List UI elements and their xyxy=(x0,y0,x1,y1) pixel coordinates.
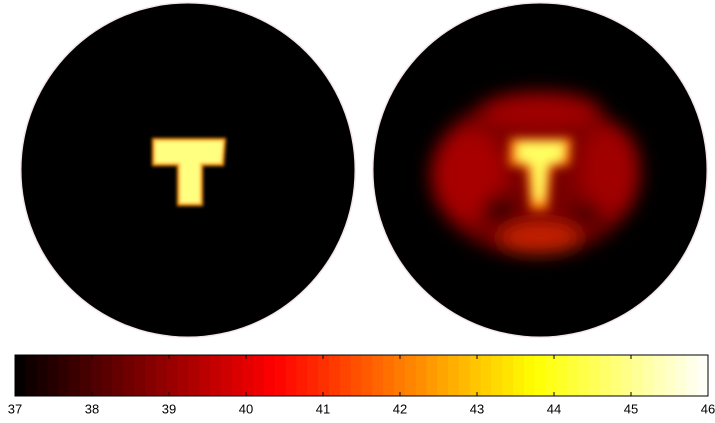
colorbar-step xyxy=(535,355,546,396)
colorbar-step xyxy=(416,355,427,396)
colorbar-step xyxy=(459,355,470,396)
colorbar-step xyxy=(611,355,622,396)
colorbar-step xyxy=(567,355,578,396)
colorbar-step xyxy=(134,355,145,396)
colorbar-step xyxy=(546,355,557,396)
colorbar-step xyxy=(264,355,275,396)
colorbar-step xyxy=(199,355,210,396)
colorbar-step xyxy=(621,355,632,396)
colorbar-step xyxy=(145,355,156,396)
colorbar-step xyxy=(383,355,394,396)
colorbar-step xyxy=(578,355,589,396)
tick-label: 38 xyxy=(85,401,99,416)
tick-label: 37 xyxy=(8,401,22,416)
colorbar-step xyxy=(340,355,351,396)
tick-label: 45 xyxy=(624,401,638,416)
colorbar-step xyxy=(448,355,459,396)
colorbar-step xyxy=(177,355,188,396)
tick-label: 43 xyxy=(470,401,484,416)
colorbar-step xyxy=(329,355,340,396)
colorbar-step xyxy=(47,355,58,396)
colorbar-step xyxy=(665,355,676,396)
colorbar-step xyxy=(502,355,513,396)
colorbar-step xyxy=(286,355,297,396)
colorbar-step xyxy=(307,355,318,396)
colorbar-step xyxy=(297,355,308,396)
colorbar-step xyxy=(221,355,232,396)
colorbar-step xyxy=(513,355,524,396)
colorbar-step xyxy=(188,355,199,396)
colorbar-step xyxy=(481,355,492,396)
colorbar-step xyxy=(405,355,416,396)
colorbar-step xyxy=(80,355,91,396)
true-image xyxy=(20,2,356,338)
colorbar-step xyxy=(210,355,221,396)
colorbar-step xyxy=(589,355,600,396)
colorbar-step xyxy=(242,355,253,396)
tick-label: 46 xyxy=(701,401,715,416)
colorbar-step xyxy=(697,355,708,396)
colorbar-step xyxy=(676,355,687,396)
tick-label: 41 xyxy=(316,401,330,416)
colorbar-step xyxy=(318,355,329,396)
colorbar-step xyxy=(112,355,123,396)
colorbar-step xyxy=(26,355,37,396)
tick-label: 40 xyxy=(239,401,253,416)
colorbar-step xyxy=(372,355,383,396)
colorbar-step xyxy=(470,355,481,396)
colorbar-step xyxy=(686,355,697,396)
colorbar-step xyxy=(167,355,178,396)
colorbar: 37 38 39 40 41 42 43 44 45 46 xyxy=(8,355,715,416)
reconstructed-image xyxy=(372,2,708,338)
tick-label: 42 xyxy=(393,401,407,416)
colorbar-step xyxy=(600,355,611,396)
colorbar-step xyxy=(351,355,362,396)
colorbar-step xyxy=(643,355,654,396)
colorbar-step xyxy=(491,355,502,396)
colorbar-step xyxy=(156,355,167,396)
colorbar-step xyxy=(654,355,665,396)
colorbar-step xyxy=(69,355,80,396)
colorbar-step xyxy=(556,355,567,396)
colorbar-step xyxy=(37,355,48,396)
colorbar-step xyxy=(15,355,26,396)
colorbar-step xyxy=(362,355,373,396)
colorbar-step xyxy=(253,355,264,396)
colorbar-step xyxy=(91,355,102,396)
colorbar-step xyxy=(275,355,286,396)
tick-label: 39 xyxy=(162,401,176,416)
colorbar-step xyxy=(632,355,643,396)
colorbar-step xyxy=(426,355,437,396)
colorbar-step xyxy=(123,355,134,396)
colorbar-step xyxy=(394,355,405,396)
colorbar-step xyxy=(102,355,113,396)
colorbar-step xyxy=(232,355,243,396)
colorbar-step xyxy=(524,355,535,396)
colorbar-step xyxy=(58,355,69,396)
figure: 37 38 39 40 41 42 43 44 45 46 xyxy=(0,0,715,423)
tick-label: 44 xyxy=(547,401,561,416)
colorbar-step xyxy=(437,355,448,396)
